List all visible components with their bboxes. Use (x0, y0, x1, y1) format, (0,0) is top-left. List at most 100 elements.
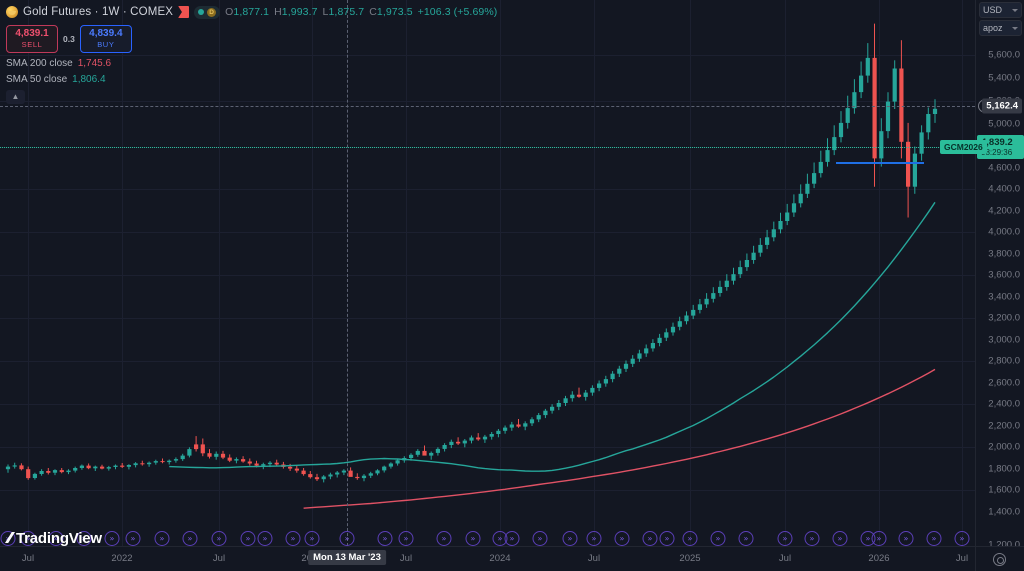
replay-forward-icon[interactable]: » (339, 531, 355, 546)
price-tick: 4,200.0 (988, 205, 1020, 217)
replay-forward-icon[interactable]: » (304, 531, 320, 546)
current-price-line (0, 147, 975, 148)
price-tick: 5,400.0 (988, 72, 1020, 84)
replay-forward-icon[interactable]: » (871, 531, 887, 546)
price-tick: 3,600.0 (988, 269, 1020, 281)
tradingview-mark-icon: ⁄⁄ (8, 529, 12, 547)
replay-forward-icon[interactable]: » (182, 531, 198, 546)
sell-price: 4,839.1 (15, 28, 49, 39)
price-tick: 1,800.0 (988, 463, 1020, 475)
replay-forward-icon[interactable]: » (614, 531, 630, 546)
replay-forward-icon[interactable]: » (898, 531, 914, 546)
time-tick: 2025 (679, 553, 701, 564)
replay-forward-icon[interactable]: » (738, 531, 754, 546)
time-tick: Jul (778, 553, 792, 564)
replay-forward-icon[interactable]: » (532, 531, 548, 546)
replay-forward-icon[interactable]: » (682, 531, 698, 546)
unit-select[interactable]: apoz (979, 20, 1022, 36)
replay-forward-icon[interactable]: » (642, 531, 658, 546)
replay-forward-icon[interactable]: » (436, 531, 452, 546)
indicator-sma200-label: SMA 200 close (6, 58, 73, 69)
replay-forward-icon[interactable]: » (377, 531, 393, 546)
replay-forward-icon[interactable]: » (926, 531, 942, 546)
time-scale[interactable]: Jul2022Jul2023Jul2024Jul2025Jul2026Jul M… (0, 546, 975, 571)
price-tick: 3,200.0 (988, 312, 1020, 324)
buy-button[interactable]: 4,839.4 BUY (79, 25, 132, 53)
ohlc-l-value: 1,875.7 (328, 6, 365, 18)
replay-forward-icon[interactable]: » (0, 531, 16, 546)
replay-forward-icon[interactable]: » (240, 531, 256, 546)
ohlc-h-value: 1,993.7 (281, 6, 318, 18)
gold-coin-icon (6, 6, 18, 18)
chevron-down-icon (1012, 8, 1018, 12)
replay-forward-icon[interactable]: » (76, 531, 92, 546)
replay-forward-icon[interactable]: » (104, 531, 120, 546)
replay-forward-icon[interactable]: » (125, 531, 141, 546)
price-tick: 1,200.0 (988, 539, 1020, 551)
session-badge[interactable]: D (194, 5, 221, 19)
indicator-sma50-label: SMA 50 close (6, 74, 68, 85)
sell-label: SELL (21, 40, 43, 49)
replay-forward-icon[interactable]: » (211, 531, 227, 546)
price-tick: 4,400.0 (988, 183, 1020, 195)
tradingview-logo[interactable]: ⁄⁄ TradingView (8, 529, 102, 547)
time-tick: 2026 (868, 553, 890, 564)
ohlc-o-value: 1,877.1 (233, 6, 270, 18)
contract-ticker-tag[interactable]: GCM2026 (940, 140, 987, 154)
replay-forward-icon[interactable]: » (154, 531, 170, 546)
ohlc-h-key: H (274, 6, 282, 18)
ohlc-c-value: 1,973.5 (376, 6, 413, 18)
time-tick: Jul (587, 553, 601, 564)
price-tick: 3,000.0 (988, 334, 1020, 346)
price-tick: 5,600.0 (988, 49, 1020, 61)
collapse-legend-icon[interactable]: ▲ (6, 90, 25, 104)
replay-forward-icon[interactable]: » (804, 531, 820, 546)
ohlc-o-key: O (225, 6, 234, 18)
tradingview-wordmark: TradingView (16, 529, 102, 547)
chart-canvas[interactable]: Gold Futures · 1W · COMEX D O1,877.1 H1,… (0, 0, 975, 546)
price-tick: 5,000.0 (988, 118, 1020, 130)
price-tick: 3,800.0 (988, 248, 1020, 260)
replay-forward-icon[interactable]: » (504, 531, 520, 546)
replay-forward-icon[interactable]: » (398, 531, 414, 546)
crosshair-vertical (347, 0, 348, 546)
market-open-dot-icon (198, 9, 205, 15)
indicator-sma50-value: 1,806.4 (72, 74, 106, 85)
replay-forward-icon[interactable]: » (465, 531, 481, 546)
replay-forward-icon[interactable]: » (777, 531, 793, 546)
crosshair-date-label: Mon 13 Mar '23 (308, 550, 386, 565)
price-tick: 2,200.0 (988, 420, 1020, 432)
replay-forward-icon[interactable]: » (710, 531, 726, 546)
ohlc-change: +106.3 (+5.69%) (417, 6, 498, 18)
candlestick-series (5, 23, 938, 509)
sell-button[interactable]: 4,839.1 SELL (6, 25, 58, 53)
symbol-title[interactable]: Gold Futures · 1W · COMEX (23, 6, 174, 18)
crosshair-price-label: 5,162.4 (982, 98, 1022, 114)
current-price-value: 4,839.2 (981, 137, 1013, 148)
ohlc-l-key: L (322, 6, 329, 18)
target-settings-icon[interactable] (993, 553, 1006, 566)
replay-forward-icon[interactable]: » (832, 531, 848, 546)
resistance-trendline[interactable] (836, 161, 924, 164)
replay-forward-icon[interactable]: » (48, 531, 64, 546)
currency-select[interactable]: USD (979, 2, 1022, 18)
unit-value: apoz (983, 23, 1003, 33)
scale-settings-corner[interactable] (975, 546, 1024, 571)
buy-label: BUY (97, 40, 115, 49)
indicator-sma200[interactable]: SMA 200 close 1,745.6 (6, 58, 497, 69)
price-scale[interactable]: USD apoz 5,600.05,400.05,200.05,000.04,8… (975, 0, 1024, 551)
replay-forward-icon[interactable]: » (20, 531, 36, 546)
indicator-sma50[interactable]: SMA 50 close 1,806.4 (6, 74, 497, 85)
replay-forward-icon[interactable]: » (586, 531, 602, 546)
currency-value: USD (983, 5, 1003, 15)
buy-price: 4,839.4 (89, 28, 123, 39)
price-tick: 4,600.0 (988, 162, 1020, 174)
replay-forward-icon[interactable]: » (562, 531, 578, 546)
replay-forward-icon[interactable]: » (659, 531, 675, 546)
replay-forward-icon[interactable]: » (257, 531, 273, 546)
replay-forward-icon[interactable]: » (285, 531, 301, 546)
spread-value: 0.3 (63, 34, 75, 44)
replay-forward-icon[interactable]: » (954, 531, 970, 546)
symbol-row[interactable]: Gold Futures · 1W · COMEX D O1,877.1 H1,… (6, 4, 497, 20)
